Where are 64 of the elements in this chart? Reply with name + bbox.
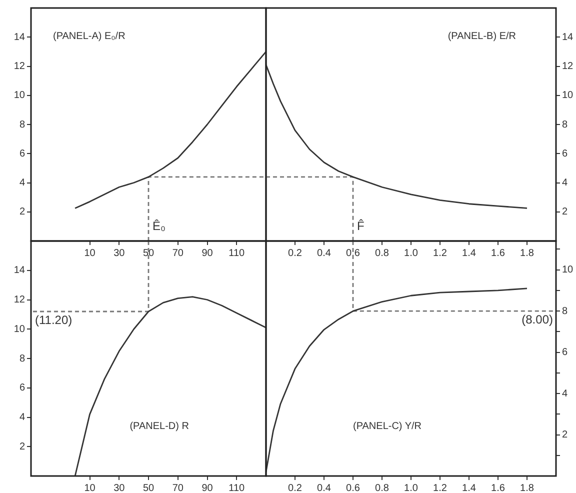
x-tick-label: 1.0 <box>404 248 418 259</box>
annotation: (11.20) <box>35 312 72 327</box>
x-tick-label: 1.4 <box>462 482 476 493</box>
y-tick-label: 6 <box>19 148 26 160</box>
x-tick-label: 1.6 <box>491 248 506 259</box>
y-tick-label: 10 <box>14 324 26 335</box>
annotation: (PANEL-A) E₀/R <box>53 30 126 42</box>
y-tick-label: 14 <box>14 265 26 276</box>
x-tick-label: 90 <box>202 482 214 493</box>
y-tick-label: 4 <box>19 412 26 423</box>
x-tick-label: 0.4 <box>317 482 332 493</box>
x-tick-label: 30 <box>114 482 126 493</box>
x-tick-label: 0.8 <box>375 248 390 259</box>
y-tick-label: 14 <box>562 32 574 43</box>
y-tick-label: 4 <box>562 178 568 188</box>
x-tick-label: 90 <box>202 248 214 259</box>
x-tick-label: 1.2 <box>433 248 448 259</box>
x-tick-label: 0.6 <box>346 482 360 493</box>
y-tick-label: 10 <box>562 90 574 102</box>
y-tick-label: 6 <box>562 148 568 160</box>
x-tick-label: 0.2 <box>288 482 302 493</box>
x-tick-label: 110 <box>228 482 246 493</box>
x-tick-label: 0.4 <box>317 248 332 259</box>
y-tick-label: 6 <box>19 382 26 394</box>
y-tick-label: 8 <box>562 306 568 317</box>
y-tick-label: 8 <box>19 119 26 130</box>
x-tick-label: 1.2 <box>433 482 448 493</box>
y-tick-label: 12 <box>14 294 26 306</box>
x-tick-label: 1.4 <box>462 248 476 259</box>
y-tick-label: 10 <box>14 90 26 102</box>
x-tick-label: 10 <box>84 482 96 493</box>
y-tick-label: 8 <box>19 353 26 364</box>
x-tick-label: 0.6 <box>346 248 360 259</box>
y-tick-label: 4 <box>562 388 568 400</box>
y-tick-label: 6 <box>562 347 568 358</box>
annotation: (8.00) <box>522 312 553 326</box>
x-tick-label: 30 <box>114 248 126 259</box>
x-tick-label: 1.8 <box>520 482 534 493</box>
annotation: (PANEL-C) Y/R <box>353 420 422 432</box>
y-tick-label: 8 <box>562 119 568 130</box>
x-tick-label: 0.2 <box>288 248 302 259</box>
y-tick-label: 4 <box>19 178 26 188</box>
y-tick-label: 12 <box>562 61 574 72</box>
x-tick-label: 110 <box>228 248 246 259</box>
annotation: (PANEL-B) E/R <box>448 30 516 42</box>
x-tick-label: 1.0 <box>404 482 418 493</box>
y-tick-label: 2 <box>562 430 568 441</box>
x-tick-label: 50 <box>142 248 154 259</box>
y-tick-label: 2 <box>562 206 568 218</box>
y-tick-label: 2 <box>19 206 26 218</box>
x-tick-label: 50 <box>142 482 154 493</box>
annotation: F̂ <box>357 219 364 234</box>
x-tick-label: 70 <box>172 482 184 493</box>
y-tick-label: 2 <box>19 441 26 452</box>
annotation: (PANEL-D) R <box>130 420 189 432</box>
x-tick-label: 1.6 <box>491 482 506 493</box>
annotation: Ê₀ <box>152 219 166 234</box>
x-tick-label: 0.8 <box>375 482 390 493</box>
y-tick-label: 14 <box>14 32 26 43</box>
x-tick-label: 70 <box>172 248 184 259</box>
y-tick-label: 10 <box>562 264 574 276</box>
y-tick-label: 12 <box>14 61 26 72</box>
x-tick-label: 1.8 <box>520 248 534 259</box>
x-tick-label: 10 <box>84 248 96 259</box>
